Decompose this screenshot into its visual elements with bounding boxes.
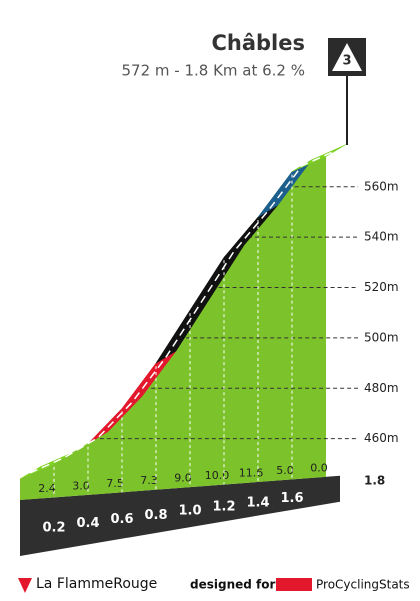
gradient-label: 5.0 bbox=[276, 464, 294, 477]
y-tick-label: 520m bbox=[364, 280, 399, 294]
credit: designed for bbox=[190, 578, 275, 592]
y-tick-label: 480m bbox=[364, 381, 399, 395]
x-tick-label: 1.2 bbox=[212, 499, 235, 514]
x-tick-label: 0.8 bbox=[144, 508, 167, 523]
gradient-label: 7.3 bbox=[140, 474, 158, 487]
x-tick-label: 1.8 bbox=[364, 473, 385, 487]
site: ProCyclingStats bbox=[316, 578, 410, 592]
y-tick-label: 460m bbox=[364, 431, 399, 445]
plot: 460m 480m 500m 520m 540m 560m 2.4 3.0 7.5 7.3 9.0 1… bbox=[19, 144, 399, 556]
y-tick-label: 560m bbox=[364, 179, 399, 193]
road-line bbox=[29, 149, 337, 474]
gradient-label: 0.0 bbox=[310, 461, 328, 474]
flamme-logo bbox=[18, 578, 32, 593]
category-label: 3 bbox=[342, 54, 351, 69]
brand: La FlammeRouge bbox=[36, 576, 157, 592]
pcs-logo bbox=[276, 578, 312, 591]
gradient-label: 3.0 bbox=[72, 479, 90, 492]
front-face bbox=[20, 156, 326, 501]
x-tick-label: 1.6 bbox=[280, 491, 303, 506]
gradient-label: 2.4 bbox=[38, 482, 56, 495]
chart-subtitle: 572 m - 1.8 Km at 6.2 % bbox=[121, 62, 305, 80]
gradient-label: 9.0 bbox=[174, 472, 192, 485]
x-tick-label: 1.0 bbox=[178, 504, 201, 519]
gradient-label: 7.5 bbox=[106, 477, 124, 490]
x-tick-label: 1.4 bbox=[246, 495, 269, 510]
x-tick-label: 0.2 bbox=[42, 520, 65, 535]
x-tick-label: 0.4 bbox=[76, 516, 99, 531]
base bbox=[20, 475, 340, 556]
x-tick-label: 0.6 bbox=[110, 512, 133, 527]
gradient-label: 10.0 bbox=[205, 469, 230, 482]
chart-title: Châbles bbox=[211, 31, 305, 55]
gradient-label: 11.6 bbox=[239, 467, 264, 480]
badge-triangle bbox=[332, 43, 362, 71]
y-tick-label: 540m bbox=[364, 230, 399, 244]
y-tick-label: 500m bbox=[364, 330, 399, 344]
footer: La FlammeRouge designed for ProCyclingSt… bbox=[18, 576, 410, 593]
